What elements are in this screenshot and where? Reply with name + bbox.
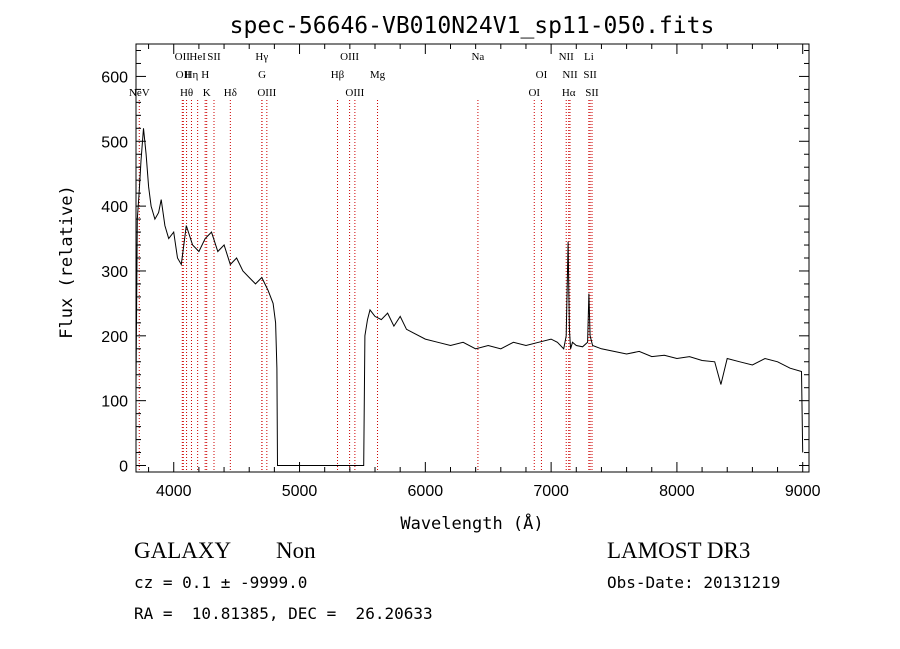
x-tick-label: 7000	[533, 483, 569, 500]
y-tick-label: 0	[119, 459, 128, 476]
y-tick-label: 400	[101, 199, 128, 216]
emission-line-label: OIII	[345, 87, 364, 99]
redshift-text: cz = 0.1 ± -9999.0	[134, 573, 308, 592]
emission-line-label: Mg	[370, 69, 386, 81]
emission-line-markers	[138, 100, 593, 472]
y-tick-label: 300	[101, 264, 128, 281]
emission-line-label: SII	[583, 69, 597, 81]
y-tick-label: 200	[101, 329, 128, 346]
emission-line-label: Hα	[562, 87, 576, 99]
y-tick-label: 600	[101, 69, 128, 86]
emission-line-label: NII	[559, 51, 575, 63]
y-tick-label: 100	[101, 394, 128, 411]
x-tick-label: 5000	[282, 483, 318, 500]
emission-line-label: OI	[528, 87, 540, 99]
emission-line-label: Hη	[185, 69, 199, 81]
emission-line-label: HeI	[189, 51, 206, 63]
emission-line-label: K	[203, 87, 211, 99]
emission-line-label: Hθ	[180, 87, 193, 99]
emission-line-label: Li	[584, 51, 594, 63]
coordinates: RA = 10.81385, DEC = 26.20633	[134, 604, 433, 623]
x-tick-label: 6000	[408, 483, 444, 500]
y-axis-ticks: 0 100 200 300 400 500 600	[101, 49, 809, 476]
emission-line-label: SII	[585, 87, 599, 99]
spectrum-line	[135, 128, 804, 466]
survey-name: LAMOST DR3	[607, 538, 751, 563]
emission-line-label: Hδ	[224, 87, 237, 99]
x-axis-ticks: 4000 5000 6000 7000 8000 9000	[148, 44, 821, 500]
emission-line-label: Na	[471, 51, 484, 63]
x-tick-label: 4000	[156, 483, 192, 500]
emission-line-label: OII	[175, 51, 191, 63]
emission-line-label: SII	[207, 51, 221, 63]
object-class: GALAXY	[134, 538, 232, 563]
emission-line-label: OII	[176, 69, 192, 81]
x-tick-label: 9000	[785, 483, 821, 500]
emission-line-label: OIII	[340, 51, 359, 63]
emission-line-label: Hβ	[331, 69, 345, 81]
x-axis-label: Wavelength (Å)	[400, 512, 543, 534]
x-tick-label: 8000	[659, 483, 695, 500]
emission-line-label: OI	[536, 69, 548, 81]
emission-line-label: H	[201, 69, 209, 81]
chart-title: spec-56646-VB010N24V1_sp11-050.fits	[230, 13, 715, 39]
emission-line-label: NeV	[129, 87, 150, 99]
y-tick-label: 500	[101, 134, 128, 151]
emission-line-label: NII	[562, 69, 578, 81]
emission-line-label: OIII	[257, 87, 276, 99]
emission-line-labels: NeVOIIOIIHθHηHeIHKSIIHδHγGOIIIHβOIIIOIII…	[129, 51, 599, 99]
emission-line-label: G	[258, 69, 266, 81]
obs-date: Obs-Date: 20131219	[607, 573, 781, 592]
emission-line-label: Hγ	[255, 51, 268, 63]
y-axis-label: Flux (relative)	[57, 185, 77, 339]
object-subclass: Non	[276, 538, 316, 563]
